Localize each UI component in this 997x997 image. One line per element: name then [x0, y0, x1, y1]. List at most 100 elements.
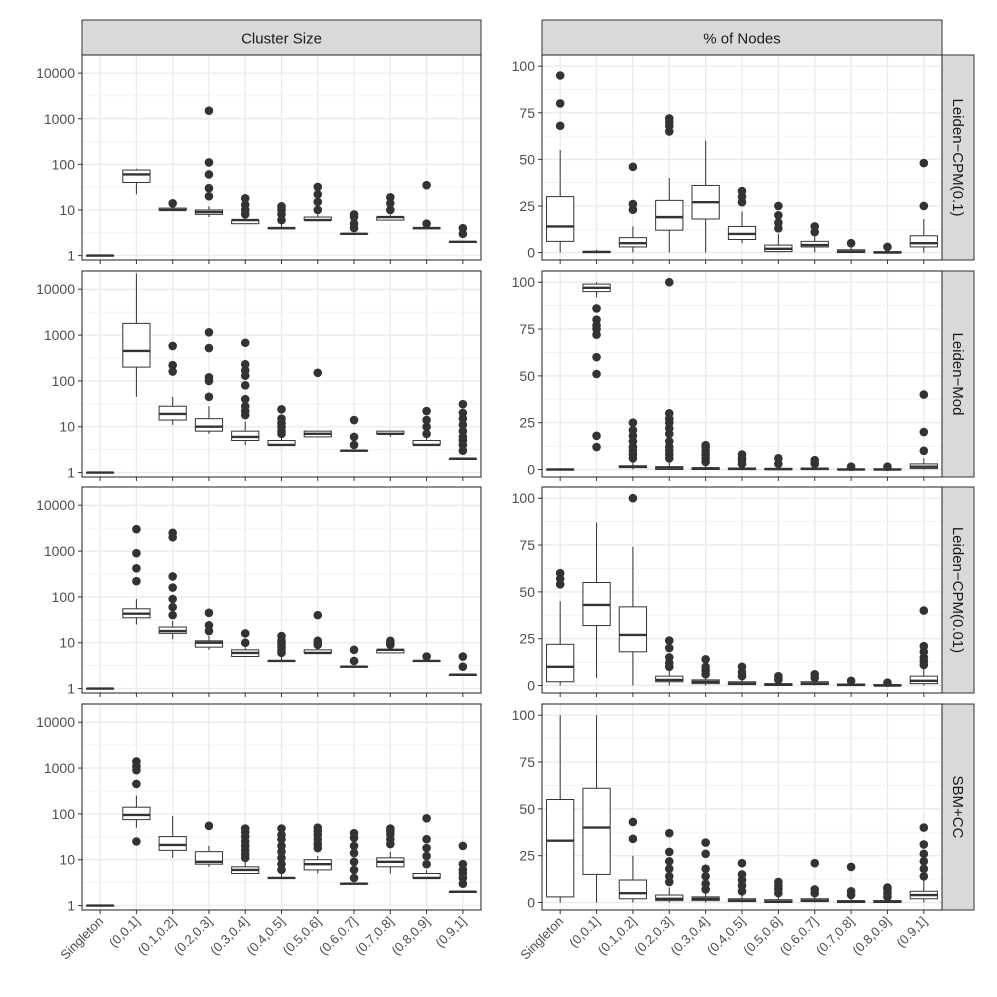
box-iqr — [582, 787, 611, 875]
outlier-point — [810, 455, 820, 465]
panel-r0-pct-box-8 — [836, 238, 866, 254]
panel-r3-size-box-6 — [303, 823, 332, 874]
outlier-point — [883, 462, 892, 472]
outlier-point — [883, 883, 892, 892]
panel-r3-size-box-8 — [376, 824, 405, 874]
panel-r2-size-box-1 — [122, 524, 151, 625]
panel-r0-pct-box-10 — [909, 158, 938, 253]
outlier-point — [422, 429, 431, 439]
panel-r3-pct-box-1 — [582, 715, 611, 903]
outlier-point — [168, 528, 177, 538]
panel-r1-size-box-6 — [303, 368, 332, 438]
outlier-point — [386, 192, 395, 202]
panel-r3-pct-box-8 — [836, 862, 866, 904]
panel-r0-pct-box-4 — [691, 140, 720, 253]
panel-r2-pct-box-1 — [582, 522, 611, 679]
panel-r1-pct-box-4 — [691, 440, 720, 471]
outlier-point — [132, 779, 141, 789]
outlier-point — [349, 432, 359, 442]
panel-r0-size-box-10 — [448, 223, 477, 244]
outlier-point — [592, 442, 601, 452]
outlier-point — [422, 415, 431, 425]
outlier-point — [422, 652, 431, 661]
outlier-point — [422, 814, 431, 823]
outlier-point — [701, 871, 710, 881]
xtick-label-size: (0.6,0.7] — [316, 914, 360, 958]
panel-r2-size-box-5 — [267, 631, 296, 663]
outlier-point — [737, 870, 747, 879]
panel-r3-size-box-4 — [231, 824, 260, 875]
outlier-point — [240, 824, 250, 833]
outlier-point — [919, 857, 929, 866]
panel-r2-size-ytick-label: 1 — [67, 681, 75, 697]
panel-r1-size-box-0 — [86, 471, 115, 474]
outlier-point — [737, 858, 747, 868]
xtick-label-size: (0.2,0.3] — [171, 914, 215, 958]
outlier-point — [458, 841, 468, 851]
panel-r3-size-ytick-label: 1 — [67, 898, 75, 914]
outlier-point — [919, 840, 929, 849]
panel-r1-size-border — [81, 270, 482, 478]
outlier-point — [277, 830, 286, 840]
outlier-point — [422, 422, 431, 432]
outlier-point — [664, 864, 674, 874]
box-iqr — [122, 322, 151, 368]
outlier-point — [628, 834, 638, 844]
outlier-point — [240, 360, 250, 369]
outlier-point — [458, 399, 468, 409]
outlier-point — [277, 631, 286, 641]
panel-r0-pct-box-5 — [727, 186, 757, 244]
outlier-point — [313, 368, 323, 378]
panel-r2-pct-border — [541, 486, 943, 694]
panel-r2-size-ytick-label: 10000 — [36, 497, 75, 513]
panel-r2-pct-ytick-label: 50 — [519, 584, 535, 600]
outlier-point — [701, 879, 710, 889]
outlier-point — [349, 865, 359, 875]
panel-r1-pct-box-0 — [546, 468, 575, 471]
outlier-point — [277, 824, 286, 833]
outlier-point — [422, 180, 431, 190]
outlier-point — [168, 367, 177, 376]
panel-r0-pct-ytick-label: 50 — [519, 151, 535, 167]
panel-r2-size-box-0 — [86, 687, 115, 690]
panel-r1-pct-box-2 — [618, 418, 648, 470]
box-iqr — [546, 643, 575, 683]
panel-r3-pct-box-10 — [909, 823, 938, 903]
panel-r1-size-box-10 — [448, 399, 477, 460]
panel-r3-size-box-1 — [122, 757, 151, 846]
outlier-point — [919, 158, 929, 168]
outlier-point — [701, 838, 710, 847]
panel-r1-size-box-9 — [412, 406, 441, 447]
outlier-point — [277, 414, 286, 423]
box-iqr — [618, 879, 648, 900]
outlier-point — [458, 652, 468, 661]
outlier-point — [919, 641, 929, 651]
outlier-point — [555, 121, 565, 131]
outlier-point — [168, 610, 177, 620]
outlier-point — [628, 493, 638, 503]
xtick-label-size: Singleton — [57, 914, 106, 963]
outlier-point — [204, 327, 214, 337]
outlier-point — [846, 462, 856, 472]
outlier-point — [313, 636, 323, 646]
column-strip-pct — [541, 19, 943, 56]
outlier-point — [701, 864, 710, 874]
box-iqr — [122, 806, 151, 821]
outlier-point — [204, 170, 214, 179]
outlier-point — [132, 757, 141, 766]
outlier-point — [349, 828, 359, 838]
outlier-point — [204, 158, 214, 167]
outlier-point — [664, 277, 674, 287]
panel-r3-pct-ytick-label: 0 — [527, 895, 535, 911]
panel-r3-size-border — [81, 703, 482, 911]
outlier-point — [592, 352, 601, 362]
outlier-point — [592, 369, 601, 379]
panel-r0-size-box-1 — [122, 168, 151, 195]
outlier-point — [664, 643, 674, 653]
outlier-point — [132, 837, 141, 846]
panel-r1-pct-ytick-label: 100 — [512, 274, 536, 290]
panel-r2-pct-box-2 — [618, 493, 648, 686]
outlier-point — [313, 182, 323, 192]
panel-r1-size-box-7 — [339, 415, 369, 452]
panel-r2-size-ytick-label: 1000 — [44, 543, 75, 559]
